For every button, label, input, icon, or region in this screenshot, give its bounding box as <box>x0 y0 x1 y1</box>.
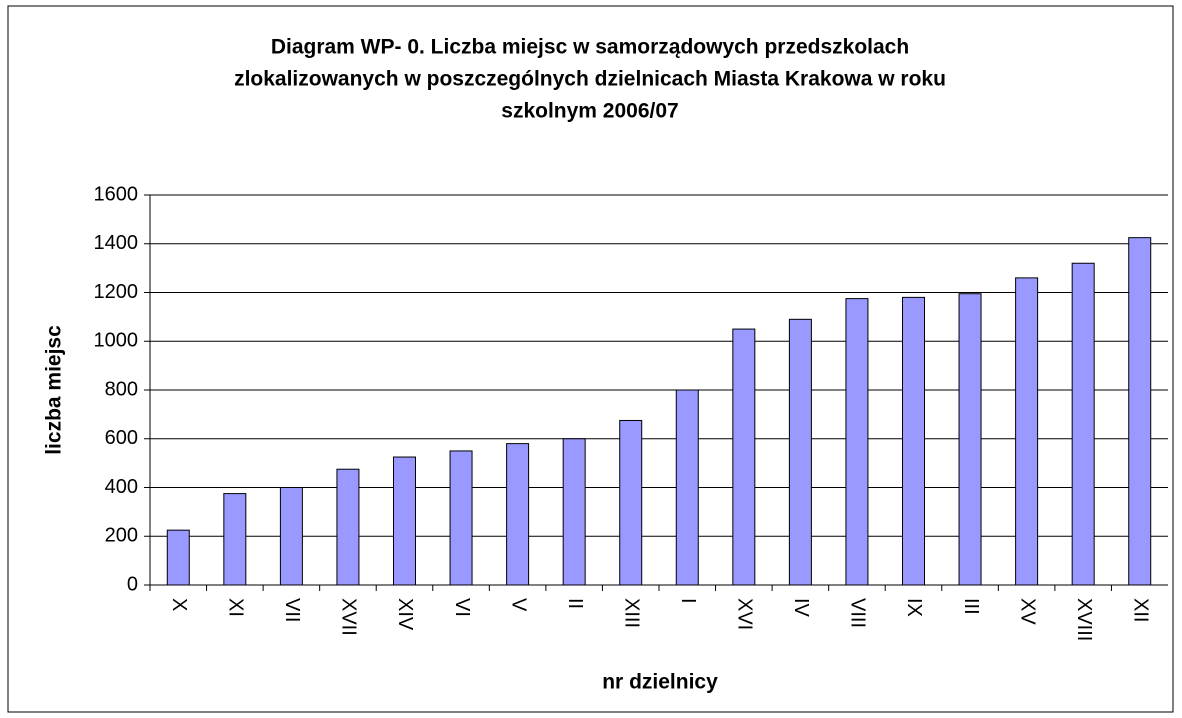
x-tick-label: XVI <box>734 598 756 630</box>
x-tick-label: V <box>507 598 529 612</box>
y-axis-title: liczba miejsc <box>43 325 66 455</box>
bar <box>562 438 586 586</box>
bar <box>788 318 812 586</box>
bar <box>1128 237 1152 586</box>
chart-title: zlokalizowanych w poszczególnych dzielni… <box>234 68 946 91</box>
y-tick-label: 1600 <box>94 183 139 205</box>
x-tick-label: IX <box>903 598 925 617</box>
y-tick-label: 200 <box>105 525 138 547</box>
x-tick-label: I <box>677 598 699 604</box>
x-tick-label: VII <box>281 598 303 622</box>
bar <box>1015 277 1039 586</box>
bar <box>958 293 982 586</box>
x-tick-label: XI <box>225 598 247 617</box>
bar <box>223 493 247 586</box>
bar <box>619 419 643 586</box>
x-tick-label: XIII <box>620 598 642 628</box>
x-tick-label: II <box>564 598 586 609</box>
bar <box>393 456 416 586</box>
chart-title: Diagram WP- 0. Liczba miejsc w samorządo… <box>271 36 909 59</box>
y-tick-label: 400 <box>105 476 138 498</box>
x-tick-label: IV <box>790 598 812 618</box>
bar <box>506 443 530 586</box>
bar <box>166 529 190 586</box>
x-tick-label: XVIII <box>1073 598 1095 641</box>
x-axis-title: nr dzielnicy <box>602 671 718 694</box>
y-tick-label: 1000 <box>94 330 139 352</box>
bar <box>732 328 756 586</box>
x-tick-label: VIII <box>847 598 869 628</box>
x-tick-label: XV <box>1016 598 1038 625</box>
bar <box>1071 262 1095 586</box>
y-tick-label: 1200 <box>94 281 139 303</box>
x-tick-label: XVII <box>338 598 360 636</box>
bar <box>336 468 360 586</box>
y-tick-label: 0 <box>127 573 138 595</box>
x-tick-label: VI <box>451 598 473 617</box>
x-tick-label: XIV <box>394 598 416 631</box>
bar <box>902 296 925 586</box>
y-tick-label: 1400 <box>94 232 139 254</box>
x-tick-label: XII <box>1129 598 1151 622</box>
x-tick-label: X <box>168 598 190 611</box>
bar <box>845 298 869 586</box>
chart-title: szkolnym 2006/07 <box>501 100 678 123</box>
y-tick-label: 800 <box>105 378 138 400</box>
bar <box>675 389 699 586</box>
x-tick-label: III <box>960 598 982 615</box>
bar <box>279 487 303 586</box>
y-tick-label: 600 <box>105 427 138 449</box>
bar <box>449 450 473 586</box>
